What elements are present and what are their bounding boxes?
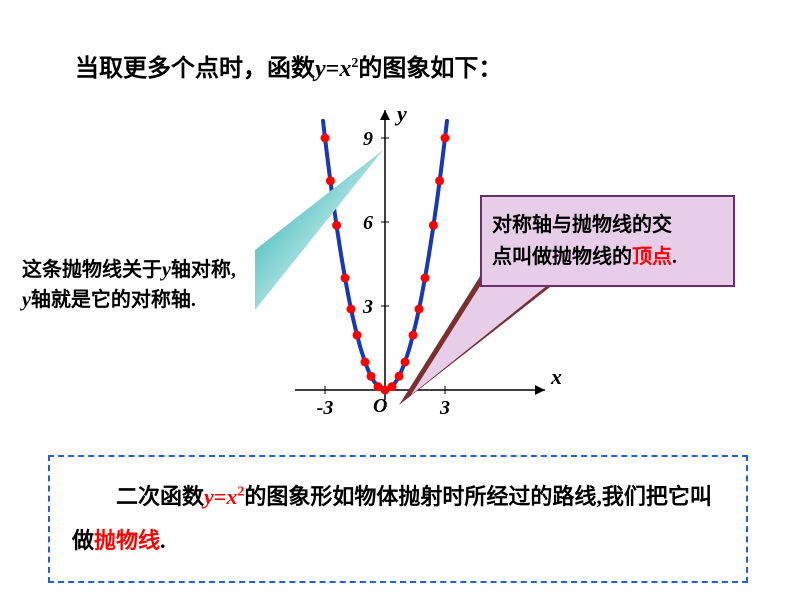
right-line1: 对称轴与抛物线的交 [492,214,672,236]
title-y: y [315,56,326,82]
bottom-post: . [160,528,166,553]
left-line1-post: 轴对称, [171,259,236,281]
right-line2-post: . [672,246,677,268]
bottom-indent [72,484,116,509]
left-line1-pre: 这条抛物线关于 [22,259,162,281]
bottom-eq: = [214,484,227,509]
title-x: x [339,56,351,82]
bottom-pre: 二次函数 [116,484,204,509]
page-title: 当取更多个点时，函数y=x2的图象如下： [75,48,502,83]
bottom-red: 抛物线 [94,528,160,553]
svg-text:y: y [394,101,407,126]
svg-text:-3: -3 [317,397,334,419]
right-callout-pointer [399,270,559,410]
left-line2-var: y [22,289,31,311]
left-line1-var: y [162,259,171,281]
bottom-definition: 二次函数y=x2的图象形如物体抛射时所经过的路线,我们把它叫做抛物线. [48,455,748,583]
left-callout: 这条抛物线关于y轴对称, y轴就是它的对称轴. [22,255,272,315]
left-callout-pointer [255,150,395,330]
bottom-y: y [204,484,214,509]
left-line2-post: 轴就是它的对称轴. [31,289,196,311]
svg-text:9: 9 [363,128,373,150]
bottom-x: x [226,484,237,509]
right-callout: 对称轴与抛物线的交 点叫做抛物线的顶点. [480,195,735,287]
title-prefix: 当取更多个点时，函数 [75,56,315,82]
title-eq: = [326,56,340,82]
title-suffix: 的图象如下： [358,56,502,82]
svg-text:O: O [373,395,387,417]
right-line2-red: 顶点 [632,246,672,268]
right-line2-pre: 点叫做抛物线的 [492,246,632,268]
